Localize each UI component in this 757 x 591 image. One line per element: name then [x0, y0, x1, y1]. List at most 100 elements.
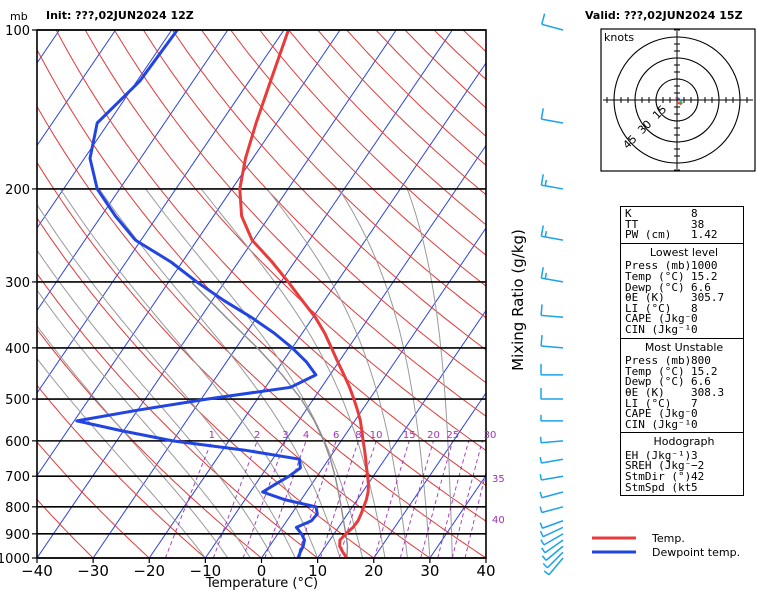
wind-barb: [540, 388, 563, 400]
index-row: CIN (Jkg⁻¹) 0: [625, 324, 743, 336]
mixing-ratio-label: 2: [254, 430, 260, 441]
mixing-ratio-label: 1: [209, 430, 215, 441]
wind-barb-staff: [545, 545, 564, 561]
wind-barb-flag: [540, 334, 543, 347]
index-value: 6.6: [691, 375, 711, 389]
moist-adiabat-line: [37, 325, 229, 558]
lowest-level-section: Lowest level Press (mb) 1000 Temp (°C) 15.2…: [621, 244, 743, 339]
index-label: K: [625, 209, 632, 220]
hodograph-title: Hodograph: [653, 435, 715, 449]
wind-barb-staff: [541, 345, 564, 349]
mixing-ratio-line: [338, 440, 377, 558]
dry-adiabat-line: [230, 30, 486, 287]
hodograph-trace-segment: [680, 102, 683, 105]
temperature-profile-line: [238, 30, 370, 558]
mixing-ratio-label: 6: [333, 430, 339, 441]
mixing-ratio-line: [164, 440, 213, 558]
index-value: 0: [691, 407, 698, 421]
index-label: TT: [625, 219, 639, 231]
dry-adiabat-line: [37, 217, 375, 558]
isotherm-line: [373, 392, 486, 558]
wind-barb: [540, 414, 563, 422]
wind-barb: [540, 533, 564, 546]
wind-barb: [543, 557, 564, 576]
x-axis-label: Temperature (°C): [205, 576, 318, 591]
index-value: 15.2: [691, 364, 718, 378]
index-value: 8: [691, 301, 698, 315]
index-label: θE (K): [625, 293, 665, 304]
index-row: Dewp (°C) 6.6: [625, 377, 743, 388]
mixing-ratio-line: [296, 440, 337, 558]
most-unstable-section: Most Unstable Press (mb) 800 Temp (°C) 15.2…: [621, 339, 743, 434]
most-unstable-title: Most Unstable: [644, 340, 724, 354]
pressure-tick-label: 700: [5, 470, 30, 485]
dry-adiabat-line: [37, 441, 150, 558]
index-value: 42: [691, 470, 705, 484]
wind-barb: [539, 491, 564, 499]
index-label: CAPE (Jkg⁻¹): [625, 314, 691, 325]
index-row: CIN (Jkg⁻¹) 0: [625, 419, 743, 431]
isotherm-line: [37, 30, 173, 229]
mixing-ratio-label: 15: [403, 430, 416, 441]
index-row: θE (K) 305.7: [625, 292, 743, 304]
index-label: Temp (°C): [625, 271, 685, 283]
pressure-tick-label: 900: [5, 528, 30, 543]
wind-barb-staff: [541, 475, 564, 481]
index-label: PW (cm): [625, 230, 672, 241]
wind-barb: [539, 473, 564, 481]
mixing-ratio-line: [437, 440, 470, 558]
index-value: −2: [691, 459, 705, 473]
wind-barb-flag: [541, 555, 547, 561]
parcel-path-line: [190, 281, 349, 558]
index-label: SREH (Jkg⁻¹): [625, 461, 691, 473]
lowest-level-title: Lowest level: [649, 245, 719, 259]
hodograph-trace-segment: [677, 97, 681, 101]
wind-barb: [539, 436, 564, 444]
pressure-axis-ticks: 100 200 300 400 500 600 700 800 900 1000: [0, 24, 37, 567]
mixing-ratio-label: 10: [370, 430, 383, 441]
pressure-tick-label: 300: [5, 276, 30, 291]
wind-barb-flag: [541, 13, 546, 25]
dry-adiabat-line: [37, 272, 318, 558]
index-value: 8: [691, 207, 698, 220]
wind-barb-staff: [541, 506, 564, 514]
temperature-tick-label: 20: [364, 562, 383, 580]
dry-adiabat-line: [55, 30, 486, 486]
legend-label: Dewpoint temp.: [652, 546, 740, 559]
temperature-tick-label: −10: [190, 562, 222, 580]
index-row: θE (K) 308.3: [625, 385, 743, 399]
init-time: Init: ???,02JUN2024 12Z: [46, 9, 194, 22]
index-row: StmSpd (kt) 5: [625, 482, 743, 494]
index-label: LI (°C): [625, 303, 672, 315]
wind-barb-staff: [543, 533, 564, 546]
x-axis-ticks: −40 −30 −20 −10 0 10 20 30 40: [21, 558, 496, 580]
mixing-ratio-line: [373, 440, 410, 558]
index-row: Dewp (°C) 6.6: [625, 282, 743, 294]
mixing-ratio-label: 35: [492, 474, 505, 485]
mixing-ratio-label: 8: [355, 430, 361, 441]
wind-barb-staff: [541, 118, 564, 124]
wind-barb-staff: [546, 551, 564, 569]
wind-barb-flag: [539, 530, 544, 537]
wind-barb: [539, 456, 564, 464]
index-row: EH (Jkg⁻¹) 3: [625, 450, 743, 462]
hodograph-trace-segment: [676, 101, 680, 104]
index-row: Temp (°C) 15.2: [625, 271, 743, 283]
temperature-tick-label: −20: [133, 562, 165, 580]
parcel-curve: [190, 281, 349, 558]
index-value: 308.3: [691, 385, 725, 399]
mixing-ratio-label: 30: [484, 430, 497, 441]
wind-barb: [540, 363, 563, 376]
wind-barb: [540, 174, 564, 190]
index-label: Press (mb): [625, 356, 691, 367]
mixing-ratio-label: 40: [492, 515, 505, 526]
mixing-ratio-line: [264, 440, 307, 558]
index-row: PW (cm) 1.42: [625, 229, 743, 241]
wind-barb-flag: [540, 225, 544, 237]
wind-barb: [539, 520, 564, 529]
indices-summary: K 8 TT 38 PW (cm) 1.42: [621, 207, 743, 244]
wind-barb-flag: [539, 473, 543, 481]
dewpoint-profile-line: [75, 30, 319, 558]
